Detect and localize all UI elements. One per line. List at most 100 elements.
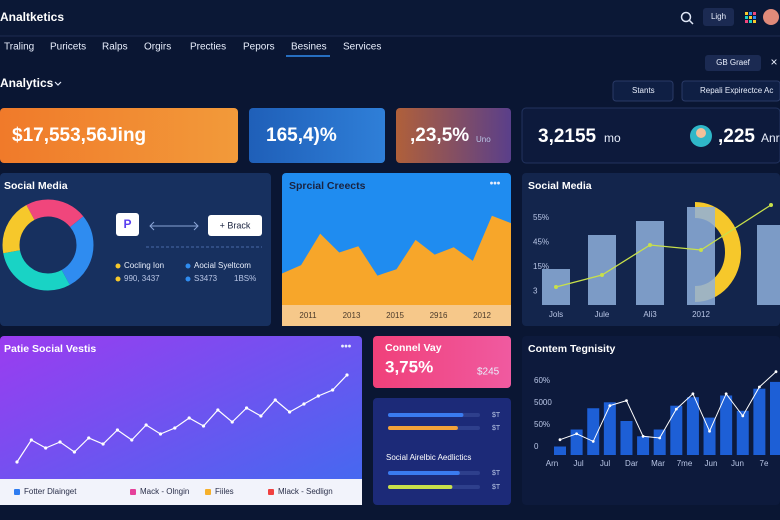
panel — [522, 336, 780, 505]
kpi-avatar-face — [696, 128, 706, 138]
bar — [757, 225, 780, 305]
x-tick-label: 7me — [677, 459, 693, 468]
search-icon-handle — [688, 19, 694, 25]
panel — [0, 173, 271, 326]
panel-title: Social Media — [528, 180, 592, 192]
line-point — [115, 428, 120, 432]
nav-item[interactable]: Ralps — [102, 42, 128, 53]
top-bar — [0, 0, 780, 36]
line-point — [72, 450, 76, 454]
x-tick-label: Jun — [705, 459, 718, 468]
legend-label: Mlack - Sedlign — [278, 487, 333, 496]
trend-point — [608, 404, 612, 408]
search-icon[interactable] — [680, 11, 692, 23]
trend-point — [769, 203, 773, 207]
kpi-unit-secondary: Anr — [761, 131, 780, 145]
legend-name: Aocial Syeltcom — [194, 261, 251, 270]
progress-label: $T — [492, 412, 501, 419]
bar — [670, 405, 683, 455]
page-title: Analytics — [0, 76, 54, 90]
line-point — [331, 388, 335, 392]
line-point — [187, 416, 191, 420]
light-button-label: Ligh — [711, 12, 726, 21]
y-tick-label: 15% — [533, 262, 549, 271]
avatar[interactable] — [763, 9, 779, 25]
legend-label: Mack - Olngin — [140, 487, 189, 496]
nav-item[interactable]: Pepors — [243, 42, 275, 53]
link-arrow — [149, 221, 199, 231]
kpi-value: ,23,5% — [410, 125, 469, 146]
conversion-value: 3,75% — [385, 357, 433, 376]
line-point — [230, 420, 234, 424]
kpi-value: $17,553,56Jing — [12, 125, 146, 146]
dropdown[interactable] — [612, 80, 674, 102]
donut-segment — [2, 199, 94, 291]
trend-point — [558, 438, 562, 442]
line-point — [273, 398, 277, 402]
menu-dots[interactable]: ••• — [490, 179, 501, 190]
line-point — [101, 442, 105, 446]
y-tick-label: 0 — [534, 442, 539, 451]
bar — [770, 381, 780, 455]
x-tick-label: Dar — [625, 459, 638, 468]
legend-swatch — [14, 489, 20, 495]
nav-item[interactable]: Orgirs — [144, 42, 171, 53]
bar — [653, 429, 666, 455]
nav-item[interactable]: Besines — [291, 42, 327, 53]
line-point — [158, 432, 163, 436]
logo: Analtketics — [0, 10, 64, 24]
chip[interactable] — [705, 55, 761, 71]
line-point — [87, 436, 91, 440]
apps-icon[interactable] — [745, 12, 756, 23]
progress-bar — [388, 471, 460, 475]
line-point — [201, 424, 206, 428]
y-tick-label: 5000 — [534, 398, 552, 407]
conversion-amount: $245 — [477, 367, 500, 378]
x-tick-label: Ali3 — [643, 310, 657, 319]
bar — [686, 397, 699, 455]
x-tick-label: Arn — [546, 459, 558, 468]
progress-bar — [388, 485, 453, 489]
light-button[interactable] — [703, 8, 734, 26]
kpi-card — [249, 108, 385, 163]
trend-point — [741, 414, 745, 418]
panel-title: Contem Tegnisity — [528, 343, 615, 355]
panel-title: Social Media — [4, 180, 68, 192]
kpi-card — [396, 108, 511, 163]
line-point — [173, 426, 177, 430]
conversion-card — [373, 336, 511, 388]
donut-segment — [2, 199, 94, 291]
chip-label: GB Graef — [716, 58, 751, 67]
search-placeholder: Repali Expirectce Ac — [700, 86, 773, 95]
x-tick-label: Jul — [600, 459, 610, 468]
legend-dot — [115, 276, 121, 282]
trend-point — [554, 285, 558, 289]
bar — [587, 408, 600, 455]
trend-point — [774, 370, 778, 374]
bar — [720, 395, 733, 455]
x-tick-label: 2012 — [473, 311, 491, 320]
nav-item[interactable]: Puricets — [50, 42, 86, 53]
y-tick-label: 3 — [533, 287, 538, 296]
nav-item[interactable]: Traling — [4, 42, 34, 53]
dropdown-label: Stants — [632, 86, 655, 95]
brack-button[interactable] — [208, 215, 262, 236]
bar — [753, 388, 766, 455]
x-tick-label: 2015 — [386, 311, 404, 320]
trend-point — [575, 432, 579, 436]
close-icon[interactable]: × — [770, 55, 777, 69]
nav-item[interactable]: Precties — [190, 42, 226, 53]
legend-swatch — [130, 489, 136, 495]
progress-title: Social Airelbic Aedlictics — [386, 453, 471, 462]
x-tick-label: Jule — [595, 310, 610, 319]
bar — [554, 446, 566, 455]
nav-item[interactable]: Services — [343, 42, 381, 53]
kpi-value: 3,2155 — [538, 126, 597, 147]
bar — [687, 207, 715, 305]
line-point — [288, 410, 292, 414]
title-caret[interactable] — [54, 81, 62, 86]
menu-dots[interactable]: ••• — [341, 342, 352, 353]
search-box[interactable] — [681, 80, 780, 102]
